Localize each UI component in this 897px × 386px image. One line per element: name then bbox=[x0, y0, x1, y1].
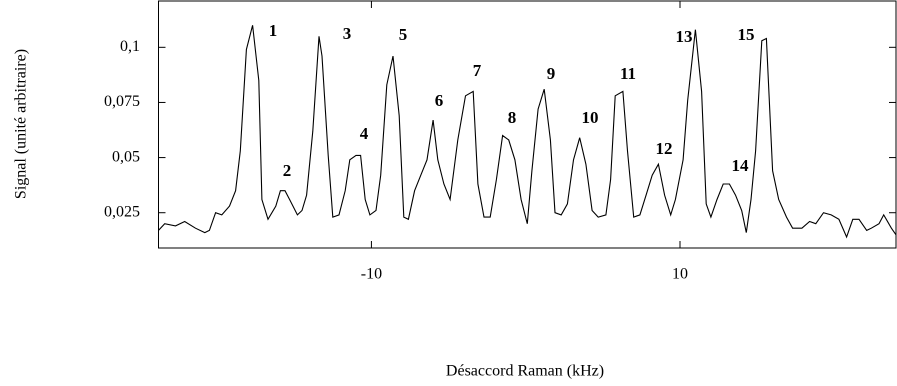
peak-label: 9 bbox=[547, 64, 556, 83]
y-tick-label: 0,025 bbox=[104, 203, 140, 220]
peak-label: 15 bbox=[738, 25, 755, 44]
y-axis-label: Signal (unité arbitraire) bbox=[13, 49, 30, 199]
peak-label: 13 bbox=[676, 27, 693, 46]
plot-frame bbox=[158, 0, 897, 249]
peak-label: 1 bbox=[269, 21, 278, 40]
signal-line bbox=[158, 25, 897, 239]
x-tick-label: -10 bbox=[361, 266, 382, 283]
peak-label: 5 bbox=[399, 25, 408, 44]
x-tick-label: 10 bbox=[672, 266, 688, 283]
peak-label: 11 bbox=[620, 64, 636, 83]
x-axis-label: Désaccord Raman (kHz) bbox=[446, 363, 604, 380]
y-tick-label: 0,1 bbox=[120, 38, 140, 55]
peak-label: 8 bbox=[508, 108, 517, 127]
y-tick-label: 0,05 bbox=[112, 148, 140, 165]
peak-label: 6 bbox=[435, 91, 444, 110]
peak-label: 7 bbox=[473, 61, 482, 80]
peak-label: 10 bbox=[582, 108, 599, 127]
peak-label: 12 bbox=[656, 139, 673, 158]
peak-label: 14 bbox=[732, 156, 750, 175]
peak-label: 4 bbox=[360, 124, 369, 143]
peak-label: 2 bbox=[283, 161, 292, 180]
y-tick-label: 0,075 bbox=[104, 93, 140, 110]
peak-label: 3 bbox=[343, 24, 352, 43]
